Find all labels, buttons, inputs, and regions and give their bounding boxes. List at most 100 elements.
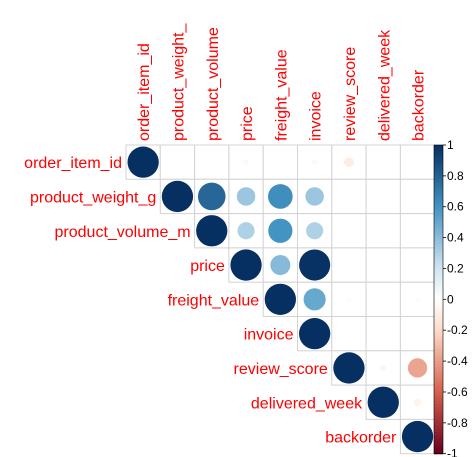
colorbar-segment: [434, 302, 443, 307]
colorbar-segment: [434, 425, 443, 430]
colorbar-segment: [434, 194, 443, 199]
colorbar-segment: [434, 311, 443, 316]
grid-cell-1-5: [297, 178, 333, 215]
corr-circle-product_volume_m-backorder: [415, 229, 420, 233]
colorbar-segment: [434, 234, 443, 239]
corr-circle-price-invoice: [299, 249, 331, 281]
colorbar-segment: [434, 259, 443, 263]
corr-circle-product_volume_m-freight_value: [268, 218, 293, 243]
corr-circle-price-freight_value: [270, 255, 291, 276]
colorbar-segment: [434, 296, 443, 300]
corr-circle-delivered_week-delivered_week: [367, 386, 399, 418]
colorbar-segment: [434, 216, 443, 220]
colorbar-segment: [434, 404, 443, 408]
colorbar-segment: [434, 354, 443, 359]
colorbar-segment: [434, 317, 443, 322]
column-label-price: price: [239, 106, 256, 141]
row-label-product_weight_g: product_weight_g: [30, 189, 156, 206]
grid-cell-2-7: [365, 213, 401, 249]
colorbar-segment: [434, 320, 443, 325]
grid-cell-0-8: [399, 144, 436, 180]
corr-circle-backorder-backorder: [401, 420, 434, 453]
colorbar-segment: [434, 419, 443, 424]
corr-circle-freight_value-freight_value: [264, 283, 296, 315]
colorbar-segment: [434, 314, 443, 319]
colorbar-segment: [434, 379, 443, 384]
colorbar-segment: [434, 339, 443, 344]
column-labels: order_item_id product_weight_ product_volu…: [136, 22, 427, 141]
colorbar-segment: [434, 376, 443, 381]
colorbar-segment: [434, 351, 443, 356]
column-label-order_item_id: order_item_id: [136, 43, 153, 141]
corr-circle-order_item_id-order_item_id: [127, 146, 159, 178]
colorbar-segment: [434, 444, 443, 449]
colorbar-segment: [434, 185, 443, 189]
corr-circle-order_item_id-price: [243, 159, 249, 165]
colorbar-segment: [434, 222, 443, 226]
colorbar-tick-label: -0.4: [447, 354, 468, 368]
corr-circle-review_score-review_score: [333, 352, 365, 384]
colorbar-segment: [434, 429, 443, 433]
row-label-freight_value: freight_value: [168, 292, 260, 309]
colorbar-segment: [434, 364, 443, 368]
colorbar-segment: [434, 262, 443, 266]
grid-layer: [125, 144, 436, 455]
column-label-backorder: backorder: [411, 69, 428, 141]
colorbar-tick-label: 0.8: [447, 169, 464, 183]
colorbar-segment: [434, 212, 443, 217]
grid-cell-1-7: [365, 178, 401, 215]
corr-circle-product_volume_m-product_volume_m: [196, 215, 228, 247]
row-label-review_score: review_score: [234, 361, 328, 378]
colorbar-segment: [434, 277, 443, 282]
corr-circle-price-price: [230, 249, 262, 281]
colorbar-segment: [434, 450, 443, 455]
colorbar-segment: [434, 145, 443, 149]
colorbar-segment: [434, 330, 443, 334]
colorbar-segment: [434, 206, 443, 211]
corr-circle-product_volume_m-invoice: [306, 222, 324, 240]
corr-circle-review_score-delivered_week: [379, 364, 387, 372]
colorbar-tick-label: 0.2: [447, 261, 464, 275]
corr-circle-product_weight_g-product_weight_g: [161, 180, 194, 213]
colorbar-segment: [434, 274, 443, 279]
grid-cell-1-6: [331, 178, 367, 215]
colorbar-segment: [434, 373, 443, 378]
corr-circle-order_item_id-invoice: [311, 159, 318, 165]
colorbar-segment: [434, 370, 443, 375]
corr-circle-product_weight_g-price: [236, 187, 256, 206]
colorbar-segment: [434, 398, 443, 402]
colorbar-segment: [434, 178, 443, 183]
corr-circle-invoice-invoice: [299, 318, 331, 350]
colorbar-segment: [434, 191, 443, 195]
grid-cell-0-1: [159, 144, 196, 180]
colorbar-segment: [434, 225, 443, 229]
colorbar-tick-label: 0: [447, 292, 454, 306]
column-label-freight_value: freight_value: [273, 49, 290, 141]
row-label-order_item_id: order_item_id: [24, 155, 122, 172]
colorbar-segment: [434, 246, 443, 251]
colorbar-segment: [434, 283, 443, 288]
colorbar-segment: [434, 435, 443, 439]
corr-circle-product_weight_g-freight_value: [268, 184, 293, 209]
grid-cell-0-2: [194, 144, 230, 180]
corr-circle-product_volume_m-price: [237, 222, 255, 240]
row-label-invoice: invoice: [244, 327, 294, 344]
colorbar-tick-label: 1: [447, 138, 454, 152]
colorbar-segment: [434, 240, 443, 245]
colorbar-segment: [434, 151, 443, 155]
colorbar-segment: [434, 345, 443, 350]
corr-circle-review_score-backorder: [407, 358, 428, 378]
grid-cell-5-7: [365, 316, 401, 352]
colorbar-segment: [434, 160, 443, 165]
colorbar-segment: [434, 253, 443, 257]
grid-cell-3-6: [331, 247, 367, 283]
column-label-product_weight_g: product_weight_: [170, 22, 187, 141]
colorbar-segment: [434, 391, 443, 396]
colorbar: 1 0.8 0.6 0.4 0.2 0 -0.2 -0.4 -0.6 -0.8 -1: [433, 138, 468, 457]
grid-cell-0-7: [365, 144, 401, 180]
colorbar-segment: [434, 407, 443, 412]
colorbar-segment: [434, 280, 443, 285]
colorbar-tick-label: 0.6: [447, 200, 464, 214]
colorbar-segment: [434, 305, 443, 310]
corr-circle-delivered_week-backorder: [413, 398, 422, 407]
